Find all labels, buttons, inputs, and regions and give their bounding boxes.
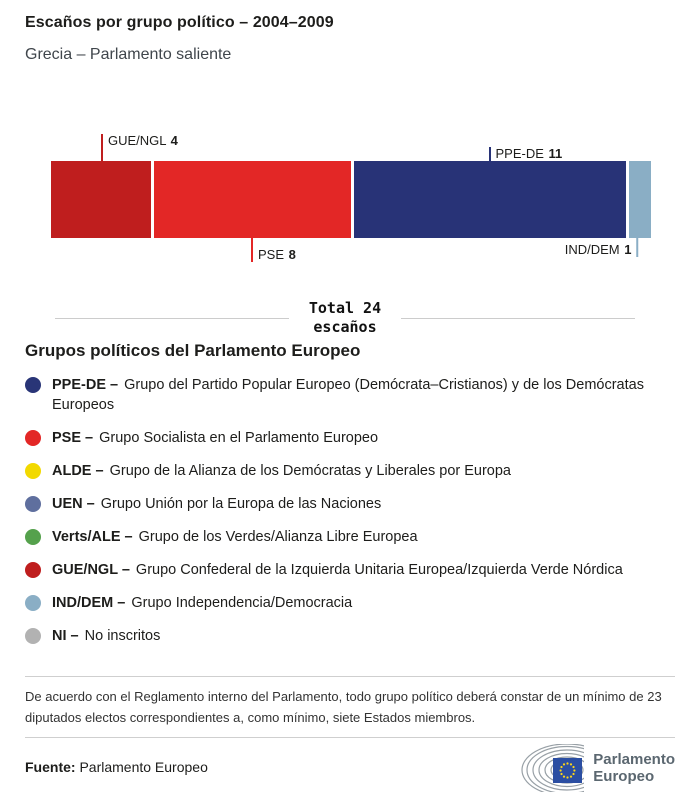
callouts-above-bar: GUE/NGL 4 PPE-DE 11 — [51, 134, 651, 161]
bar-segment-pse — [151, 161, 351, 238]
group-name: IND/DEM — [564, 242, 620, 257]
callout-tick — [636, 238, 639, 257]
legend-item-ni: NI – No inscritos — [25, 626, 675, 646]
callout-ppe-de: PPE-DE 11 — [488, 147, 563, 161]
group-seats: 11 — [548, 146, 563, 161]
bar-segment-ind-dem — [626, 161, 651, 238]
legend-item-pse: PSE – Grupo Socialista en el Parlamento … — [25, 428, 675, 448]
legend-dot-verts-ale — [25, 529, 41, 545]
legend-abbr: NI – — [52, 628, 79, 644]
legend-abbr: UEN – — [52, 496, 95, 512]
callouts-below-bar: PSE 8 IND/DEM 1 — [51, 238, 651, 265]
callout-label: PSE 8 — [258, 248, 296, 262]
group-seats: 8 — [288, 247, 296, 262]
legend-text: UEN – Grupo Unión por la Europa de las N… — [52, 494, 381, 514]
legend-dot-gue-ngl — [25, 562, 41, 578]
legend-text: ALDE – Grupo de la Alianza de los Demócr… — [52, 461, 511, 481]
group-name: PPE-DE — [495, 146, 544, 161]
legend-text: PPE-DE – Grupo del Partido Popular Europ… — [52, 375, 675, 415]
legend-abbr: IND/DEM – — [52, 595, 126, 611]
legend-dot-pse — [25, 430, 41, 446]
footnote: De acuerdo con el Reglamento interno del… — [25, 676, 675, 738]
legend-text: NI – No inscritos — [52, 626, 160, 646]
legend-abbr: PSE – — [52, 430, 94, 446]
divider-line-right — [401, 317, 635, 319]
legend-dot-ind-dem — [25, 595, 41, 611]
legend-desc: Grupo del Partido Popular Europeo (Demóc… — [52, 377, 644, 413]
bar-segment-ppe-de — [351, 161, 626, 238]
legend-item-ppe-de: PPE-DE – Grupo del Partido Popular Europ… — [25, 375, 675, 415]
group-name: GUE/NGL — [108, 133, 167, 148]
group-name: PSE — [258, 247, 285, 262]
legend-abbr: Verts/ALE – — [52, 529, 133, 545]
legend-item-gue-ngl: GUE/NGL – Grupo Confederal de la Izquier… — [25, 560, 675, 580]
legend-text: IND/DEM – Grupo Independencia/Democracia — [52, 593, 352, 613]
stacked-bar — [51, 161, 651, 238]
european-parliament-logo: Parlamento Europeo — [520, 744, 675, 792]
logo-line2: Europeo — [593, 768, 655, 785]
legend-desc: Grupo de la Alianza de los Demócratas y … — [109, 463, 512, 479]
total-seats-line2: escaños — [313, 318, 377, 336]
eu-flag — [553, 758, 583, 783]
bar-segment-gue-ngl — [51, 161, 151, 238]
total-seats-divider: Total 24 escaños — [55, 299, 635, 337]
page-title: Escaños por grupo político – 2004–2009 — [25, 14, 334, 31]
hemicycle-logo-icon — [521, 744, 585, 792]
callout-label: GUE/NGL 4 — [108, 134, 178, 148]
legend: PPE-DE – Grupo del Partido Popular Europ… — [25, 375, 675, 646]
legend-desc: No inscritos — [84, 628, 161, 644]
legend-desc: Grupo Socialista en el Parlamento Europe… — [99, 430, 379, 446]
callout-label: PPE-DE 11 — [496, 147, 563, 161]
legend-item-verts-ale: Verts/ALE – Grupo de los Verdes/Alianza … — [25, 527, 675, 547]
footer: Fuente: Parlamento Europeo — [25, 744, 675, 792]
legend-text: PSE – Grupo Socialista en el Parlamento … — [52, 428, 378, 448]
callout-tick — [488, 147, 491, 161]
source-value: Parlamento Europeo — [79, 759, 208, 775]
legend-abbr: ALDE – — [52, 463, 104, 479]
source-label: Fuente: — [25, 759, 76, 775]
legend-desc: Grupo Confederal de la Izquierda Unitari… — [135, 562, 623, 578]
legend-heading: Grupos políticos del Parlamento Europeo — [25, 341, 361, 360]
callout-label: IND/DEM 1 — [565, 243, 632, 257]
legend-abbr: GUE/NGL – — [52, 562, 130, 578]
seats-stacked-bar-chart: GUE/NGL 4 PPE-DE 11 PSE — [51, 134, 651, 265]
callout-ind-dem: IND/DEM 1 — [565, 238, 639, 257]
logo-wordmark: Parlamento Europeo — [593, 751, 675, 785]
legend-desc: Grupo Unión por la Europa de las Nacione… — [100, 496, 382, 512]
group-seats: 4 — [170, 133, 178, 148]
legend-desc: Grupo Independencia/Democracia — [131, 595, 353, 611]
legend-dot-alde — [25, 463, 41, 479]
callout-tick — [101, 134, 103, 161]
page-subtitle: Grecia – Parlamento saliente — [25, 46, 232, 63]
logo-line1: Parlamento — [593, 751, 675, 768]
total-seats-line1: Total 24 — [308, 299, 382, 317]
legend-desc: Grupo de los Verdes/Alianza Libre Europe… — [138, 529, 418, 545]
legend-dot-uen — [25, 496, 41, 512]
total-seats-text: Total 24 escaños — [309, 299, 381, 337]
legend-text: GUE/NGL – Grupo Confederal de la Izquier… — [52, 560, 623, 580]
source-line: Fuente: Parlamento Europeo — [25, 759, 208, 777]
legend-item-ind-dem: IND/DEM – Grupo Independencia/Democracia — [25, 593, 675, 613]
callout-tick — [251, 238, 253, 262]
legend-item-alde: ALDE – Grupo de la Alianza de los Demócr… — [25, 461, 675, 481]
callout-pse: PSE 8 — [251, 238, 296, 262]
legend-dot-ni — [25, 628, 41, 644]
legend-abbr: PPE-DE – — [52, 377, 119, 393]
legend-dot-ppe-de — [25, 377, 41, 393]
divider-line-left — [55, 317, 289, 319]
callout-gue-ngl: GUE/NGL 4 — [101, 134, 178, 161]
legend-item-uen: UEN – Grupo Unión por la Europa de las N… — [25, 494, 675, 514]
legend-text: Verts/ALE – Grupo de los Verdes/Alianza … — [52, 527, 418, 547]
group-seats: 1 — [624, 242, 632, 257]
eu-stars — [559, 762, 576, 779]
